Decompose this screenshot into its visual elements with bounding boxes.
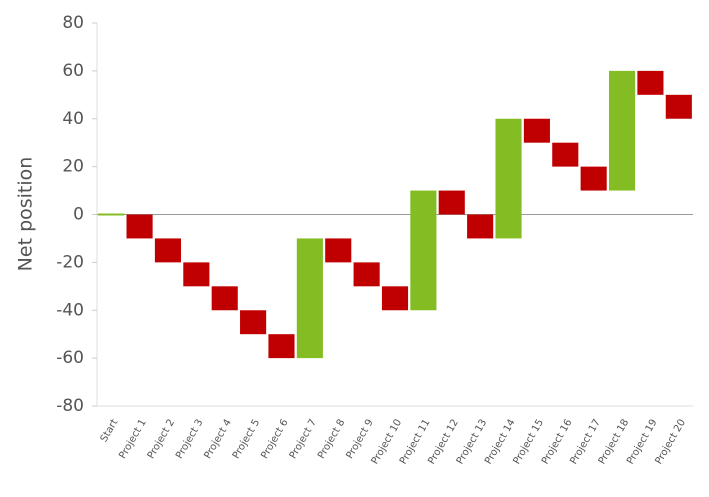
bar: [410, 190, 437, 311]
y-tick-label: 80: [62, 13, 84, 33]
x-tick-label: Project 20: [653, 418, 688, 467]
y-tick-label: 60: [62, 61, 84, 81]
bar: [495, 118, 522, 239]
bar: [523, 118, 550, 143]
bar: [580, 166, 607, 191]
x-tick-label: Project 6: [259, 418, 290, 461]
y-tick-label: -40: [56, 300, 84, 320]
bar: [325, 238, 352, 263]
bar: [240, 310, 267, 335]
bar: [126, 214, 153, 239]
x-tick-label: Start: [99, 417, 121, 444]
x-tick-label: Project 7: [288, 418, 319, 461]
bar: [268, 334, 295, 359]
x-tick-label: Project 8: [316, 418, 347, 461]
x-tick-label: Project 9: [344, 418, 375, 461]
bar: [98, 213, 125, 216]
bar: [637, 70, 664, 95]
y-tick-label: -60: [56, 348, 84, 368]
bar: [211, 286, 238, 311]
y-tick-label: -20: [56, 252, 84, 272]
y-tick-label: 0: [73, 205, 84, 225]
bar: [381, 286, 409, 311]
y-tick-label: 40: [62, 109, 84, 129]
x-tick-label: Project 3: [174, 418, 205, 461]
bar: [183, 262, 210, 287]
x-tick-label: Project 1: [117, 418, 148, 461]
y-tick-label: -80: [56, 396, 84, 416]
y-tick-label: 20: [62, 157, 84, 177]
bar: [353, 262, 380, 287]
x-tick-label: Project 5: [231, 418, 262, 461]
bar: [467, 214, 494, 239]
bar: [608, 70, 636, 191]
bar: [154, 238, 182, 263]
x-tick-label: Project 2: [146, 418, 177, 461]
y-axis-label: Net position: [15, 157, 37, 272]
bar: [552, 142, 579, 167]
bar: [296, 238, 323, 359]
bar: [438, 190, 465, 215]
bar: [665, 94, 692, 119]
x-tick-label: Project 4: [203, 418, 234, 461]
